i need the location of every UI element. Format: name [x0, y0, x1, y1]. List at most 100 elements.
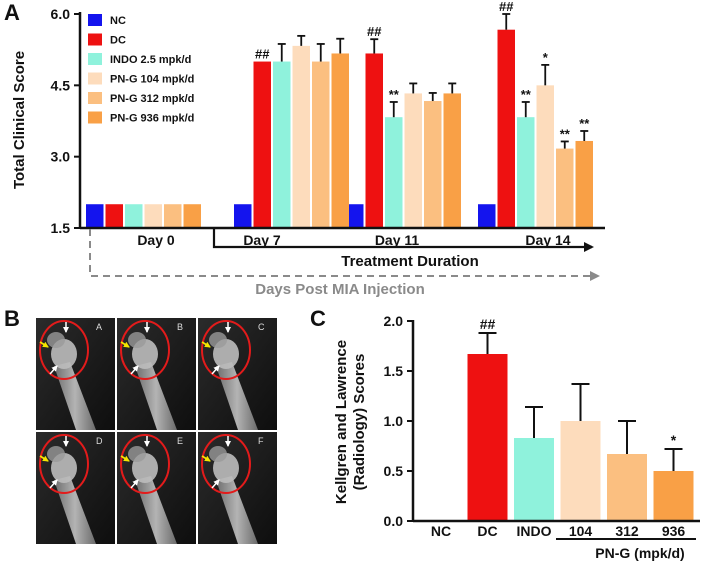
- chart-a-bar: [253, 61, 271, 228]
- chart-a-bar: [443, 93, 461, 228]
- chart-c-category-label: INDO: [517, 523, 552, 539]
- treatment-duration-label: Treatment Duration: [341, 253, 479, 270]
- xray-letter: E: [177, 436, 183, 446]
- chart-c-y-tick-label: 1.0: [384, 413, 404, 429]
- xray-joint: [209, 332, 227, 348]
- chart-a-bar: [183, 204, 201, 228]
- xray-image: F: [198, 432, 277, 544]
- chart-a-significance-label: ##: [367, 24, 382, 39]
- chart-c-bar: [607, 454, 647, 521]
- xray-highlight-circle: [39, 434, 89, 494]
- xray-highlight-circle: [201, 434, 251, 494]
- xray-highlight-circle: [39, 320, 89, 380]
- chart-a: Total Clinical Score 1.5 3.0 4.5 6.0 ## ## ##…: [11, 0, 605, 298]
- xray-joint: [128, 446, 146, 462]
- chart-a-y-tick-label: 3.0: [51, 149, 71, 165]
- chart-a-bar: [331, 53, 349, 228]
- png-group-label: PN-G (mpk/d): [595, 545, 684, 561]
- chart-a-legend-swatch: [88, 92, 102, 104]
- xray-yellow-arrow: [39, 341, 49, 348]
- chart-a-significance-label: **: [389, 87, 400, 102]
- chart-a-bar: [556, 148, 574, 228]
- chart-a-significance-label: **: [579, 116, 590, 131]
- chart-c-significance-label: ##: [480, 316, 496, 332]
- chart-c-y-axis-title-line1: Kellgren and Lawrence: [333, 340, 350, 504]
- xray-letter: B: [177, 322, 183, 332]
- xray-grid: A B C D E F: [36, 318, 277, 544]
- chart-a-bar: [234, 204, 252, 228]
- xray-joint: [128, 332, 146, 348]
- mia-dashed-arrow: [89, 229, 600, 281]
- chart-a-y-tick-label: 6.0: [51, 6, 71, 22]
- xray-white-arrow: [211, 479, 220, 489]
- chart-c-category-label: NC: [431, 523, 451, 539]
- chart-a-bar: [164, 204, 182, 228]
- chart-a-legend-label: PN-G 104 mpk/d: [110, 74, 194, 86]
- chart-c-y-tick-label: 0.0: [384, 513, 404, 529]
- xray-image: A: [36, 318, 115, 430]
- chart-a-bar: [365, 53, 383, 228]
- panel-b-letter: B: [4, 306, 20, 331]
- chart-a-legend-swatch: [88, 72, 102, 85]
- xray-yellow-arrow: [120, 341, 130, 348]
- xray-white-arrow: [130, 365, 139, 375]
- chart-c-bars: ## *: [467, 316, 694, 521]
- chart-a-category-label: Day 7: [243, 232, 281, 248]
- chart-c-category-label: 936: [662, 523, 686, 539]
- chart-a-category-label: Day 11: [375, 232, 420, 248]
- chart-a-bar: [273, 61, 291, 228]
- chart-a-significance-label: ##: [255, 47, 270, 62]
- chart-a-bar: [575, 140, 593, 228]
- xray-white-arrow: [130, 479, 139, 489]
- chart-a-legend-label: INDO 2.5 mpk/d: [110, 54, 191, 66]
- chart-c-bar: [514, 438, 554, 521]
- chart-a-bar: [105, 204, 123, 228]
- chart-c-bar: [467, 354, 508, 521]
- chart-a-legend-swatch: [88, 33, 102, 46]
- chart-a-significance-label: ##: [499, 0, 514, 14]
- chart-a-legend-swatch: [88, 53, 102, 65]
- chart-a-legend-swatch: [88, 111, 102, 124]
- chart-a-bar: [385, 117, 403, 228]
- chart-a-legend-label: NC: [110, 15, 126, 27]
- xray-highlight-circle: [120, 434, 170, 494]
- chart-c-bar: [653, 471, 694, 521]
- chart-c-category-labels: NC DC INDO 104 312 936: [431, 523, 686, 539]
- xray-image: E: [117, 432, 196, 544]
- chart-a-y-tick-label: 4.5: [51, 77, 71, 93]
- xray-yellow-arrow: [201, 341, 211, 348]
- chart-a-legend-label: PN-G 936 mpk/d: [110, 113, 194, 125]
- xray-joint: [209, 446, 227, 462]
- xray-image: D: [36, 432, 115, 544]
- chart-c-category-label: DC: [477, 523, 497, 539]
- xray-joint: [47, 332, 65, 348]
- xray-letter: A: [96, 322, 102, 332]
- xray-image: B: [117, 318, 196, 430]
- chart-c-y-tick-label: 0.5: [384, 463, 404, 479]
- chart-c-bar: [560, 421, 601, 521]
- panel-a-letter: A: [4, 0, 20, 25]
- chart-c-y-tick-label: 1.5: [384, 363, 404, 379]
- chart-a-legend-label: PN-G 312 mpk/d: [110, 93, 194, 105]
- treatment-bracket: [212, 229, 594, 252]
- chart-a-y-axis-title: Total Clinical Score: [11, 51, 28, 189]
- chart-a-bar: [478, 204, 496, 228]
- xray-joint: [47, 446, 65, 462]
- xray-white-arrow: [49, 479, 58, 489]
- chart-a-bar: [404, 93, 422, 228]
- xray-white-arrow: [49, 365, 58, 375]
- chart-a-category-label: Day 0: [137, 232, 175, 248]
- days-post-mia-label: Days Post MIA Injection: [255, 281, 424, 298]
- chart-c-category-label: 312: [615, 523, 639, 539]
- xray-yellow-arrow: [39, 455, 49, 462]
- chart-a-legend-swatch: [88, 14, 102, 26]
- xray-letter: C: [258, 322, 265, 332]
- chart-a-legend-label: DC: [110, 35, 126, 47]
- chart-a-legend: NC DC INDO 2.5 mpk/d PN-G 104 mpk/d PN-G 312…: [88, 14, 194, 125]
- chart-a-bar: [86, 204, 104, 228]
- xray-highlight-circle: [120, 320, 170, 380]
- xray-white-arrow: [211, 365, 220, 375]
- chart-a-group-labels: Day 0 Day 7 Day 11 Day 14: [137, 232, 570, 248]
- xray-yellow-arrow: [120, 455, 130, 462]
